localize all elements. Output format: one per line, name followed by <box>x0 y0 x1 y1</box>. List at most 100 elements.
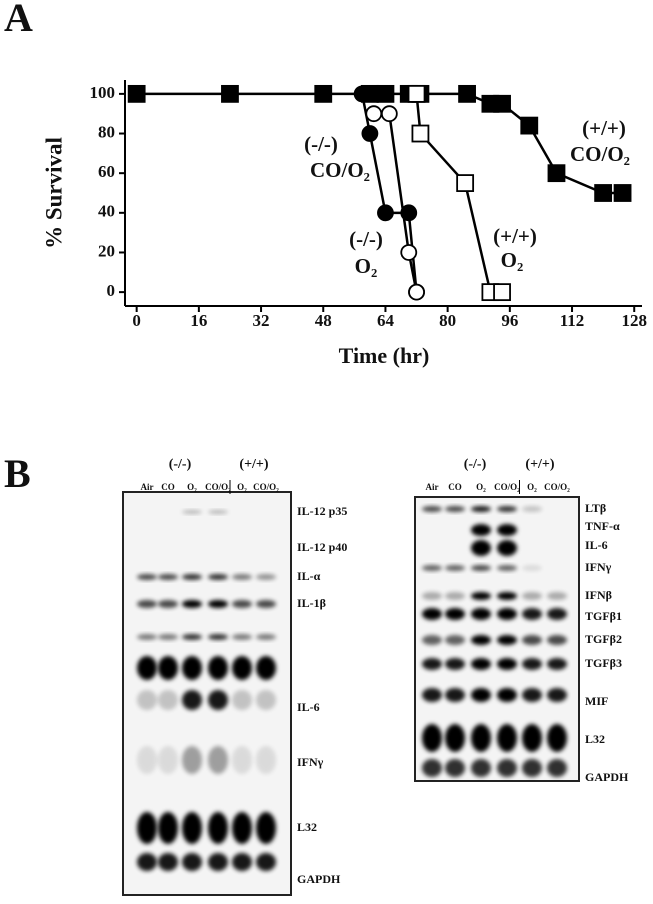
gene-label: L32 <box>585 732 605 746</box>
gel-band <box>547 658 567 670</box>
gel-band <box>232 690 252 710</box>
gel-band <box>232 853 252 871</box>
gel-band <box>137 656 157 680</box>
gel-band <box>137 812 157 844</box>
gel-band <box>422 658 442 670</box>
gel-band <box>445 724 465 752</box>
marker <box>377 204 394 222</box>
marker <box>458 84 476 103</box>
x-tick-label: 16 <box>190 311 207 330</box>
annotation: CO/O₂ <box>310 158 370 182</box>
gene-label: IFNβ <box>585 588 612 602</box>
gel-band <box>497 540 517 556</box>
y-tick-label: 80 <box>98 122 115 141</box>
gel-band <box>471 524 491 536</box>
gel-band <box>158 574 178 580</box>
x-tick-label: 128 <box>621 311 647 330</box>
gene-label: IL-12 p35 <box>297 504 347 518</box>
gel-band <box>182 656 202 680</box>
gel-band <box>208 574 228 580</box>
annotation: (+/+) <box>582 116 626 140</box>
gene-label: IL-6 <box>585 538 608 552</box>
gel-band <box>422 759 442 777</box>
group-label: (+/+) <box>525 457 555 472</box>
marker <box>400 204 418 222</box>
gel-band <box>422 608 442 620</box>
gene-label: IL-6 <box>297 700 320 714</box>
gel-band <box>232 634 252 640</box>
gel-band <box>445 759 465 777</box>
gene-label: LTβ <box>585 501 606 515</box>
y-tick-label: 20 <box>98 241 115 260</box>
annotation: O₂ <box>501 248 524 272</box>
gel-band <box>158 600 178 608</box>
gel-band <box>208 690 228 710</box>
marker <box>594 184 613 202</box>
gel-band <box>471 658 491 670</box>
series-line <box>373 112 418 293</box>
gel-band <box>522 635 542 645</box>
gene-label: TNF-α <box>585 519 620 533</box>
annotation: (+/+) <box>493 224 537 248</box>
lane-label: O₂ <box>476 482 486 492</box>
marker <box>411 124 430 143</box>
marker <box>221 84 239 103</box>
gel-band <box>497 608 517 620</box>
gel-band <box>208 746 228 774</box>
gene-label: GAPDH <box>297 872 341 886</box>
marker <box>456 174 475 192</box>
marker <box>365 105 383 123</box>
gel-band <box>182 853 202 871</box>
gel-band <box>232 746 252 774</box>
marker <box>353 85 371 103</box>
gel-band <box>497 724 517 752</box>
x-tick-label: 80 <box>439 311 456 330</box>
gel-band <box>158 690 178 710</box>
gene-label: IL-1β <box>297 596 326 610</box>
gel-band <box>182 634 202 640</box>
gel-band <box>522 565 542 571</box>
marker <box>400 244 418 261</box>
lane-label: CO <box>161 482 175 492</box>
gel-band <box>471 565 491 571</box>
gel-band <box>137 853 157 871</box>
gel-band <box>547 592 567 600</box>
gene-label: TGFβ2 <box>585 632 622 646</box>
marker <box>376 84 395 103</box>
y-tick-label: 40 <box>98 202 115 221</box>
gel-band <box>256 690 276 710</box>
gel-band <box>158 812 178 844</box>
x-tick-label: 112 <box>560 311 585 330</box>
marker <box>493 94 511 113</box>
annotation: (-/-) <box>349 227 383 251</box>
gel-band <box>445 658 465 670</box>
gene-label: IL-12 p40 <box>297 540 347 554</box>
gel-band <box>422 688 442 702</box>
gene-label: IL-α <box>297 569 321 583</box>
gel-band <box>471 759 491 777</box>
gel-band <box>256 574 276 580</box>
gel-band <box>256 746 276 774</box>
annotation: CO/O₂ <box>570 142 630 166</box>
gel-band <box>422 724 442 752</box>
gel-band <box>422 635 442 645</box>
gel-bands <box>137 506 567 871</box>
gel-band <box>232 574 252 580</box>
gel-band <box>471 688 491 702</box>
gel-band <box>137 746 157 774</box>
gel-band <box>522 592 542 600</box>
gel-band <box>182 812 202 844</box>
lane-label: CO <box>448 482 462 492</box>
gene-label: L32 <box>297 820 317 834</box>
marker <box>408 283 425 301</box>
gene-label: MIF <box>585 694 608 708</box>
gel-band <box>158 634 178 640</box>
x-tick-label: 0 <box>132 311 141 330</box>
gel-band <box>522 658 542 670</box>
gel-band <box>208 634 228 640</box>
gel-band <box>208 600 228 608</box>
gel-band <box>445 592 465 600</box>
gel-band <box>522 506 542 512</box>
marker <box>520 116 539 135</box>
lane-label: Air <box>141 482 154 492</box>
